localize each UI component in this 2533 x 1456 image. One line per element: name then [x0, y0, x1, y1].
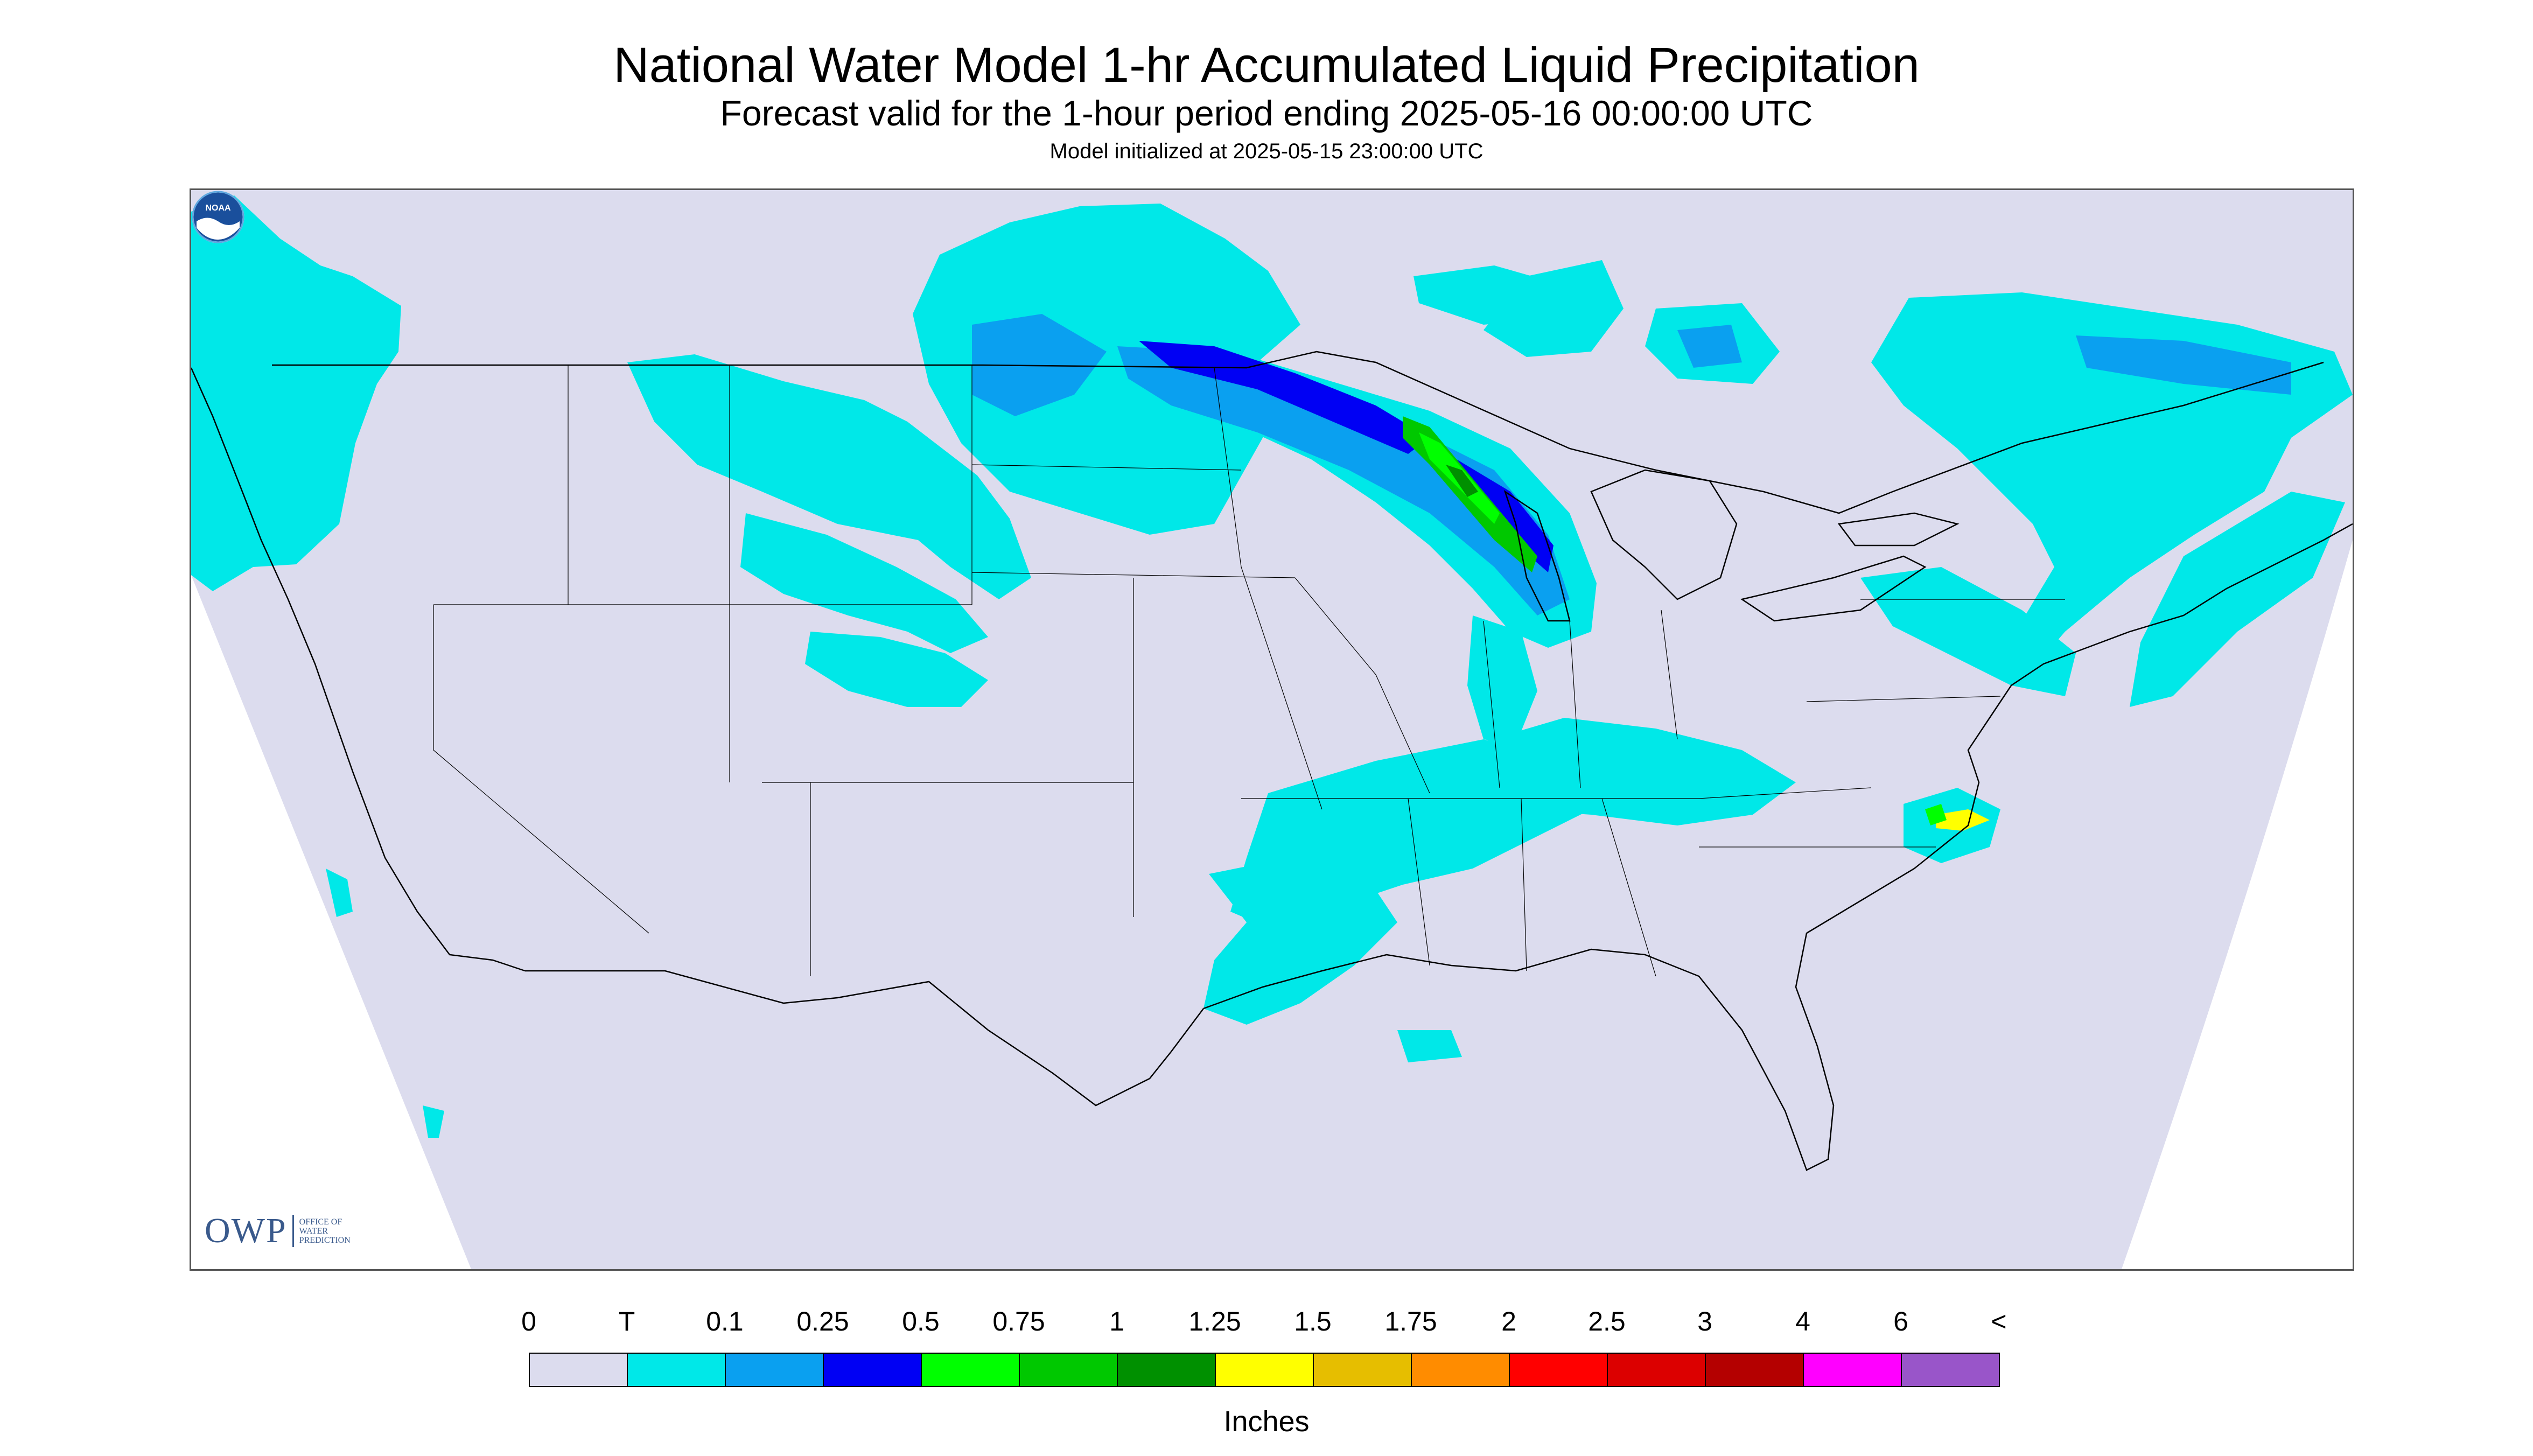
legend-tick-label: 2.5	[1588, 1306, 1626, 1336]
legend-tick-label: 4	[1795, 1306, 1810, 1336]
legend-swatch-13	[1803, 1353, 1902, 1387]
owp-logo-line1: OFFICE OF	[299, 1217, 342, 1227]
legend-tick-label: 6	[1893, 1306, 1908, 1336]
legend-swatch-12	[1705, 1353, 1804, 1387]
legend-tick-label: 1.25	[1188, 1306, 1241, 1336]
noaa-logo: NOAA	[192, 191, 244, 243]
precip-gulf-spot	[1397, 1030, 1462, 1062]
east-coast	[1806, 523, 2353, 934]
legend-tick-label: 0.75	[992, 1306, 1045, 1336]
legend-swatch-4	[921, 1353, 1020, 1387]
precip-illinois	[1467, 615, 1537, 745]
precip-mexico-spot	[326, 869, 353, 917]
great-lakes	[1503, 469, 1960, 622]
legend-color-bar	[529, 1353, 2000, 1387]
legend-swatch-8	[1313, 1353, 1412, 1387]
legend-tick-label: T	[618, 1306, 635, 1336]
us-mexico-border	[525, 970, 1204, 1107]
precip-colorado	[805, 632, 988, 707]
legend-tick-label: 1.5	[1294, 1306, 1332, 1336]
precip-baja-spot	[423, 1105, 444, 1138]
legend-swatch-6	[1117, 1353, 1216, 1387]
precip-05-nc	[1925, 804, 1947, 825]
precip-1-wi	[1446, 465, 1478, 497]
owp-logo-letters: OWP	[205, 1211, 287, 1250]
owp-logo-subtitle: OFFICE OF WATER PREDICTION	[299, 1217, 351, 1245]
forecast-valid-subtitle: Forecast valid for the 1-hour period end…	[720, 93, 1813, 133]
owp-logo: OWP OFFICE OF WATER PREDICTION	[205, 1210, 351, 1251]
precipitation-legend: 0 T 0.1 0.25 0.5 0.75 1 1.25 1.5 1.75 2 2.5 3 4 6 < Inc…	[0, 1292, 2533, 1454]
legend-tick-label: 3	[1697, 1306, 1712, 1336]
precip-texas	[1203, 858, 1397, 1025]
precip-light-upper-mw	[1117, 346, 1570, 615]
legend-tick-label: 0.5	[902, 1306, 940, 1336]
legend-swatch-7	[1215, 1353, 1314, 1387]
gulf-coast	[1203, 933, 1835, 1171]
us-canada-border	[272, 351, 2324, 514]
legend-swatch-5	[1019, 1353, 1118, 1387]
owp-logo-line2: WATER	[299, 1226, 328, 1236]
map-canvas	[191, 190, 2353, 1269]
precip-025-mn-wi	[1139, 341, 1430, 454]
precip-montana	[627, 354, 1031, 599]
legend-tick-label: 0.25	[796, 1306, 849, 1336]
precip-heavy-layer	[1403, 416, 1990, 831]
legend-units-label: Inches	[1223, 1405, 1310, 1438]
legend-tick-label: 1	[1109, 1306, 1124, 1336]
legend-swatch-0	[529, 1353, 628, 1387]
legend-swatch-2	[725, 1353, 824, 1387]
legend-tick-label: 0	[521, 1306, 536, 1336]
coastline-west	[191, 367, 526, 972]
legend-swatch-10	[1509, 1353, 1608, 1387]
precip-025-lake-mi	[1457, 459, 1554, 572]
precip-pacific-nw	[191, 195, 401, 591]
legend-tick-label: <	[1991, 1306, 2007, 1336]
model-init-line: Model initialized at 2025-05-15 23:00:00…	[1049, 139, 1484, 163]
owp-logo-line3: PREDICTION	[299, 1235, 351, 1245]
precip-ontario-2	[1484, 260, 1624, 357]
precipitation-map: OWP OFFICE OF WATER PREDICTION NOAA	[190, 188, 2354, 1271]
precip-light-ontario	[1677, 325, 1742, 368]
legend-swatch-11	[1607, 1353, 1706, 1387]
precip-15-nc	[1936, 809, 1990, 831]
state-lines	[433, 365, 2065, 977]
legend-swatch-1	[627, 1353, 726, 1387]
precip-wy-sd	[740, 513, 988, 653]
precip-025-layer	[1139, 341, 1554, 572]
noaa-logo-text: NOAA	[205, 204, 231, 213]
legend-tick-label: 1.75	[1384, 1306, 1437, 1336]
precip-trace-layer	[191, 195, 2353, 1138]
legend-tick-label: 2	[1501, 1306, 1516, 1336]
legend-swatch-3	[823, 1353, 922, 1387]
owp-logo-divider	[292, 1215, 294, 1247]
precip-new-england	[2130, 492, 2345, 707]
precip-light-quebec	[2076, 335, 2291, 395]
legend-tick-label: 0.1	[706, 1306, 744, 1336]
map-title: National Water Model 1-hr Accumulated Li…	[613, 38, 1920, 93]
legend-swatch-14	[1901, 1353, 2000, 1387]
boundary-lines	[191, 351, 2353, 1171]
legend-swatch-9	[1411, 1353, 1510, 1387]
